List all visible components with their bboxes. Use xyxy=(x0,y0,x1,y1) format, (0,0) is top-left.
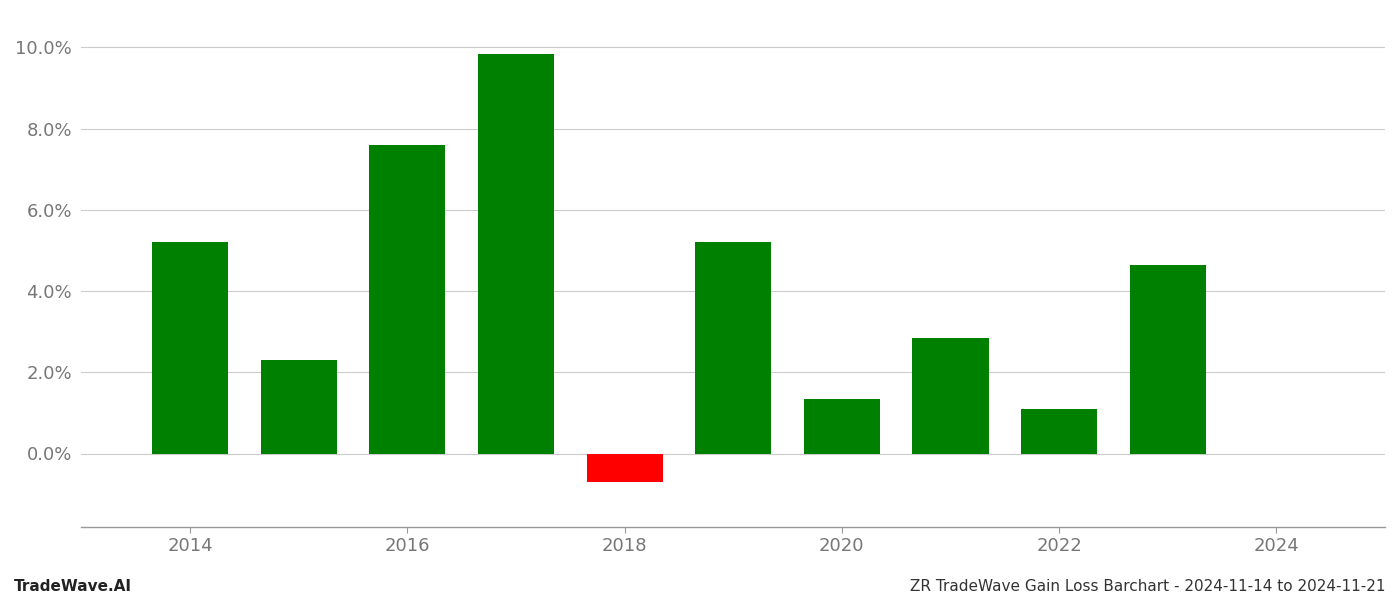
Text: TradeWave.AI: TradeWave.AI xyxy=(14,579,132,594)
Bar xyxy=(370,145,445,454)
Bar xyxy=(1130,265,1205,454)
Bar xyxy=(587,454,662,482)
Bar xyxy=(153,242,228,454)
Bar xyxy=(696,242,771,454)
Bar xyxy=(477,53,554,454)
Bar xyxy=(804,398,879,454)
Bar xyxy=(913,338,988,454)
Text: ZR TradeWave Gain Loss Barchart - 2024-11-14 to 2024-11-21: ZR TradeWave Gain Loss Barchart - 2024-1… xyxy=(910,579,1386,594)
Bar xyxy=(260,360,337,454)
Bar xyxy=(1021,409,1098,454)
